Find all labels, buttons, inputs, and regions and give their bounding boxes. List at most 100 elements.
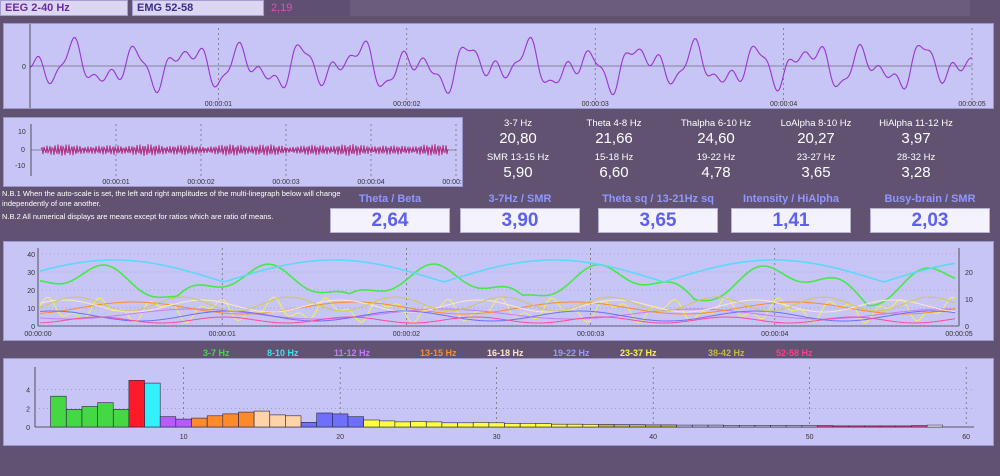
legend-item: 23-37 Hz (620, 348, 657, 358)
spectrum-bar (613, 424, 630, 428)
spectrum-x-tick: 20 (336, 434, 344, 441)
ratio-label: Theta / Beta (358, 193, 422, 205)
spectrum-bar (848, 425, 865, 428)
spectrum-bar (832, 425, 849, 428)
spectrum-panel: 4 2 0 10 20 30 40 50 60 (3, 358, 994, 446)
band-label: 15-18 Hz (594, 152, 634, 163)
eeg-tab[interactable]: EEG 2-40 Hz (0, 0, 128, 16)
spectrum-bar (128, 379, 145, 428)
spectrum-bar (660, 424, 677, 428)
band-value: 24,60 (697, 130, 735, 147)
spectrum-bar (316, 412, 333, 428)
emg-y-tick: -10 (15, 163, 25, 170)
spectrum-bar (895, 425, 912, 428)
spectrum-bar (629, 424, 646, 428)
spectrum-bar (113, 408, 130, 428)
note-means: N.B.2 All numerical displays are means e… (2, 212, 274, 221)
legend-item: 13-15 Hz (420, 348, 457, 358)
eeg-signal-line (29, 36, 972, 96)
band-value: 4,78 (701, 164, 731, 181)
legend-item: 16-18 Hz (487, 348, 524, 358)
band-value: 3,65 (801, 164, 831, 181)
eeg-trace-panel: 0 00:00:01 00:00:02 00:00:03 00:00:04 00:00:… (3, 23, 994, 109)
trend-series-line (39, 296, 956, 324)
eeg-time-tick: 00:00:02 (393, 101, 420, 108)
band-value: 3,28 (901, 164, 931, 181)
spectrum-bar (566, 423, 583, 428)
eeg-trace: 0 00:00:01 00:00:02 00:00:03 00:00:04 00:00:… (22, 24, 986, 108)
spectrum-bar (598, 424, 615, 428)
band-value: 21,66 (595, 130, 633, 147)
trend-left-tick: 10 (27, 306, 35, 313)
ratio-value: 2,64 (330, 208, 450, 233)
trend-time-tick: 00:00:03 (577, 331, 604, 338)
trend-series-line (39, 316, 956, 324)
spectrum-bar (691, 424, 709, 428)
trend-left-tick: 20 (27, 288, 35, 295)
spectrum-x-tick: 10 (180, 434, 188, 441)
spectrum-bar (707, 424, 724, 428)
trend-left-tick: 40 (27, 252, 35, 259)
spectrum-bar (394, 421, 411, 428)
emg-y-tick: 0 (21, 147, 25, 154)
emg-tab[interactable]: EMG 52-58 (132, 0, 264, 16)
spectrum-bar (817, 425, 834, 428)
emg-time-tick: 00:00:05 (442, 179, 462, 186)
spectrum-bar (144, 382, 161, 428)
spectrum-bar (535, 423, 552, 428)
band-value: 20,80 (499, 130, 537, 147)
legend-item: 19-22 Hz (553, 348, 590, 358)
emg-time-tick: 00:00:04 (357, 179, 384, 186)
spectrum-bar (582, 424, 599, 428)
spectrum-bar (504, 423, 521, 428)
trend-right-tick: 10 (965, 297, 973, 304)
trend-left-tick: 30 (27, 270, 35, 277)
trend-series-line (39, 259, 956, 283)
spectrum-bar (911, 425, 928, 428)
band-label: SMR 13-15 Hz (486, 152, 550, 163)
emg-trace: 10 0 -10 00:00:01 00:00:02 00:00:03 00:00:0… (15, 124, 462, 186)
spectrum-bar (785, 425, 803, 428)
band-label: 28-32 Hz (896, 152, 936, 163)
ratio-label: Theta sq / 13-21Hz sq (602, 193, 714, 205)
spectrum-y-tick: 4 (26, 388, 30, 395)
spectrum-x-tick: 60 (962, 434, 970, 441)
trend-time-tick: 00:00:04 (761, 331, 788, 338)
trend-time-tick: 00:00:00 (24, 331, 51, 338)
trend-time-tick: 00:00:02 (393, 331, 420, 338)
spectrum-x-tick: 30 (493, 434, 501, 441)
emg-time-tick: 00:00:02 (187, 179, 214, 186)
spectrum-y-tick: 2 (26, 406, 30, 413)
spectrum-bar (864, 425, 881, 428)
spectrum-bar (457, 422, 474, 428)
spectrum-bar (285, 415, 302, 428)
ratio-label: Busy-brain / SMR (884, 193, 976, 205)
trend-right-tick: 20 (965, 270, 973, 277)
legend-item: 52-58 Hz (776, 348, 813, 358)
trend-time-tick: 00:00:05 (945, 331, 972, 338)
eeg-time-tick: 00:00:04 (770, 101, 797, 108)
tab-strip (350, 0, 970, 16)
eeg-time-tick: 00:00:05 (958, 101, 985, 108)
trend-series-line (39, 301, 956, 315)
spectrum-bar (253, 410, 271, 428)
spectrum-bar (738, 425, 756, 428)
trend-series-line (39, 299, 956, 313)
ratio-value: 3,90 (460, 208, 580, 233)
spectrum-x-tick: 40 (649, 434, 657, 441)
eeg-y-tick: 0 (22, 64, 26, 71)
ratio-value: 2,03 (870, 208, 990, 233)
spectrum-bar (363, 419, 380, 428)
emg-y-tick: 10 (18, 129, 26, 136)
spectrum-bar (645, 424, 662, 428)
emg-signal-line (40, 144, 449, 156)
spectrum-bar (347, 416, 364, 428)
band-value: 20,27 (797, 130, 835, 147)
legend-item: 11-12 Hz (334, 348, 371, 358)
note-autoscale-cont: independently of one another. (2, 199, 101, 208)
spectrum-bar (723, 425, 740, 428)
spectrum-bar (926, 424, 943, 428)
spectrum-bar (191, 417, 208, 428)
